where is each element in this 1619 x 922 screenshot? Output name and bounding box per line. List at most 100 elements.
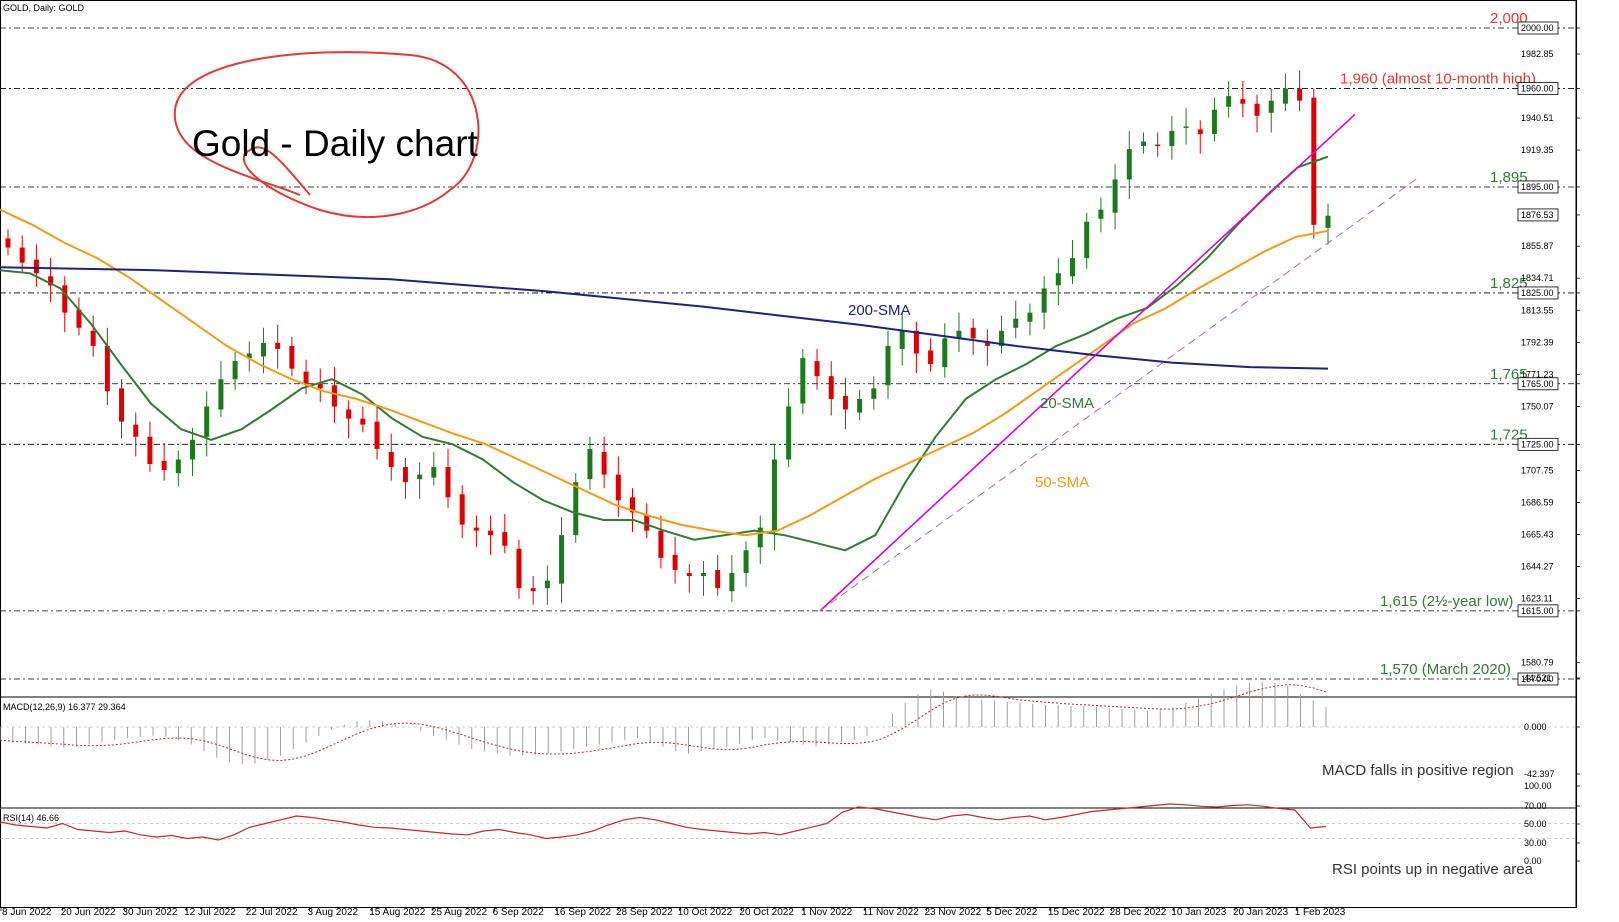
candle-body: [133, 424, 139, 437]
date-label: 1 Nov 2022: [801, 907, 853, 917]
candle-body: [700, 573, 706, 577]
price-tick-label: 1623.11: [1521, 594, 1553, 604]
sma50-label: 50-SMA: [1035, 474, 1089, 491]
candle-body: [1098, 209, 1104, 219]
rsi-title: RSI(14) 46.66: [3, 813, 59, 823]
candle-body: [161, 460, 167, 471]
candle-body: [445, 467, 451, 498]
candle-body: [204, 406, 210, 437]
macd-pane: 44.521 0.000 -42.397: [0, 673, 1580, 779]
candle-body: [587, 448, 593, 480]
price-tick-box: [1517, 286, 1559, 300]
title-circle-annotation: [173, 51, 480, 219]
candle-body: [1268, 100, 1274, 113]
price-tick-label: 1855.87: [1521, 241, 1554, 251]
candle-body: [303, 371, 309, 384]
candle-body: [1169, 130, 1175, 147]
price-tick-label: 1707.75: [1521, 465, 1554, 475]
candle-body: [1084, 221, 1090, 259]
date-label: 3 Aug 2022: [308, 907, 359, 917]
candle-body: [800, 358, 806, 404]
rsi-tick-label: 50.00: [1524, 819, 1547, 829]
candle-body: [956, 330, 962, 339]
candle-body: [1070, 258, 1076, 277]
price-axis: 2000.00 1982.85 1960.00 1940.51 1919.35 1895.…: [1517, 21, 1580, 686]
macd-tick-label: -42.397: [1524, 769, 1555, 779]
candle-body: [1211, 109, 1217, 134]
price-tick-label: 1580.79: [1521, 658, 1554, 668]
level-label-1570: 1,570 (March 2020): [1380, 661, 1511, 678]
candle-body: [644, 515, 650, 531]
price-tick-label: 1750.07: [1521, 401, 1554, 411]
price-tick-label: 1825.00: [1521, 288, 1554, 298]
candle-body: [1240, 99, 1246, 104]
candle-body: [771, 459, 777, 531]
price-tick-label: 1960.00: [1521, 84, 1554, 94]
candle-body: [1140, 141, 1146, 147]
trendline-dashed: [819, 175, 1421, 612]
candle-body: [232, 361, 238, 380]
candle-body: [573, 482, 579, 536]
candle-body: [630, 497, 636, 513]
macd-tick-label: 44.521: [1524, 673, 1552, 683]
candle-body: [715, 569, 721, 589]
trendlines: [819, 113, 1421, 612]
candle-body: [502, 532, 508, 546]
date-label: 20 Jan 2023: [1233, 907, 1288, 917]
date-label: 15 Aug 2022: [369, 907, 426, 917]
date-label: 22 Jul 2022: [246, 907, 298, 917]
price-tick-label: 1570.00: [1521, 674, 1554, 684]
candle-body: [1013, 318, 1019, 328]
candle-body: [374, 421, 380, 449]
price-tick-label: 1725.00: [1521, 439, 1554, 449]
candle-body: [615, 474, 621, 501]
candle-body: [686, 573, 692, 577]
candle-body: [1297, 88, 1303, 101]
date-label: 12 Jul 2022: [184, 907, 236, 917]
sma-line-20-sma: [0, 155, 1329, 552]
candle-body: [899, 330, 905, 349]
candle-body: [346, 409, 352, 419]
candle-body: [175, 459, 181, 474]
candle-body: [246, 353, 252, 359]
candle-body: [857, 398, 863, 413]
candle-body: [417, 474, 423, 480]
candle-body: [970, 327, 976, 339]
candle-body: [842, 395, 848, 410]
candle-body: [871, 388, 877, 399]
level-label-1960: 1,960 (almost 10-month high): [1340, 71, 1536, 88]
price-tick-label: 1686.59: [1521, 497, 1554, 507]
date-label: 15 Dec 2022: [1048, 907, 1105, 917]
rsi-tick-label: 100.00: [1524, 781, 1552, 791]
candle-body: [786, 406, 792, 460]
rsi-tick-label: 30.00: [1524, 838, 1547, 848]
candle-body: [473, 527, 479, 531]
price-tick-box: [1517, 208, 1559, 222]
candle-body: [999, 330, 1005, 346]
rsi-line: [0, 803, 1327, 841]
price-tick-label: 1895.00: [1521, 182, 1554, 192]
price-tick-label: 1765.00: [1521, 379, 1554, 389]
price-tick-label: 1644.27: [1521, 562, 1554, 572]
candle-body: [1183, 126, 1189, 128]
rsi-pane: 100.00 70.00 50.00 30.00 0.00: [0, 781, 1580, 866]
price-tick-label: 1876.53: [1521, 210, 1554, 220]
candle-body: [289, 345, 295, 369]
price-tick-label: 1834.71: [1521, 273, 1554, 283]
candle-body: [218, 379, 224, 410]
date-label: 20 Oct 2022: [739, 907, 794, 917]
candle-body: [402, 467, 408, 483]
macd-annotation: MACD falls in positive region: [1322, 762, 1514, 779]
candle-body: [48, 276, 54, 286]
candle-body: [1254, 103, 1260, 116]
rsi-tick-label: 0.00: [1524, 856, 1542, 866]
price-tick-label: 2000.00: [1521, 23, 1554, 33]
candle-body: [1126, 149, 1132, 180]
candle-body: [913, 330, 919, 354]
sma-line-200-sma: [0, 266, 1329, 370]
candle-body: [1155, 144, 1161, 147]
candle-body: [90, 330, 96, 346]
candle-body: [530, 588, 536, 592]
price-tick-label: 1665.43: [1521, 530, 1554, 540]
